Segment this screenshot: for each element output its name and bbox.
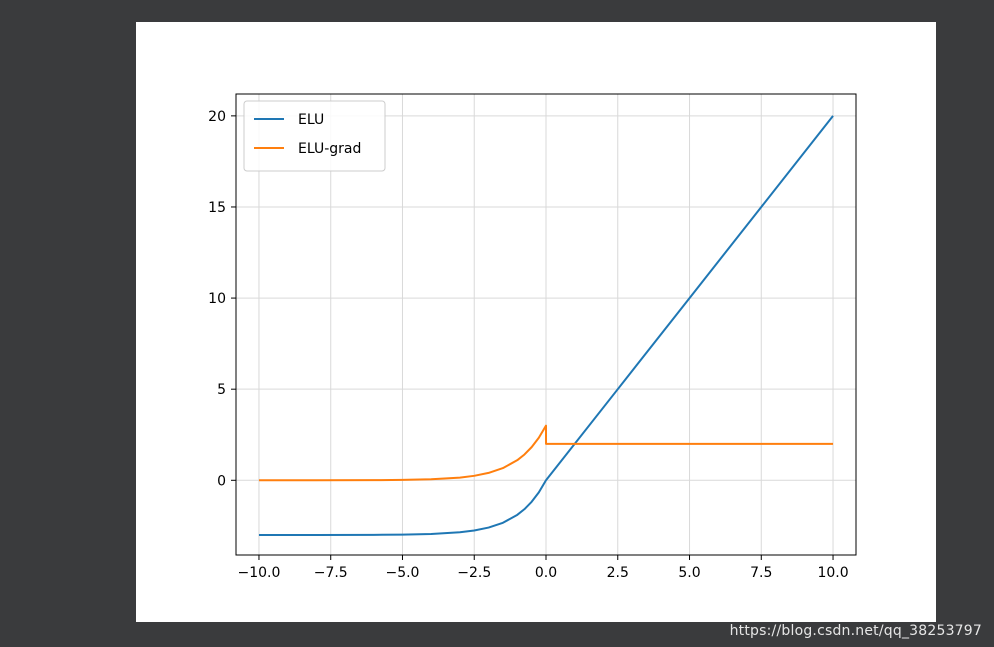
watermark-text: https://blog.csdn.net/qq_38253797 [729, 623, 982, 639]
y-tick-label: 0 [217, 473, 226, 489]
chart-svg: −10.0 −7.5 −5.0 −2.5 0.0 2.5 5.0 7.5 10.0 0 5 10 15 2… [208, 93, 857, 581]
chart-figure: −10.0 −7.5 −5.0 −2.5 0.0 2.5 5.0 7.5 10.0 0 5 10 15 2… [136, 22, 936, 622]
series-line-elu-grad [258, 424, 834, 482]
x-tick-label: −5.0 [385, 565, 419, 581]
y-tick-label: 5 [217, 382, 226, 398]
y-tick-label: 20 [208, 109, 226, 125]
x-tick-label: 7.5 [750, 565, 772, 581]
series-line-elu [258, 115, 834, 536]
legend: ELU ELU-grad [243, 100, 386, 172]
axis-ticks: −10.0 −7.5 −5.0 −2.5 0.0 2.5 5.0 7.5 10.0 0 5 10 15 2… [208, 109, 848, 581]
y-tick-label: 10 [208, 291, 226, 307]
y-tick-label: 15 [208, 200, 226, 216]
legend-label-elu-grad: ELU-grad [298, 141, 361, 157]
grid-lines [236, 94, 856, 555]
x-tick-label: 5.0 [678, 565, 700, 581]
x-tick-label: −7.5 [314, 565, 348, 581]
legend-label-elu: ELU [298, 112, 324, 128]
series-lines [258, 115, 834, 536]
x-tick-label: −10.0 [238, 565, 281, 581]
x-tick-label: 10.0 [817, 565, 848, 581]
x-tick-label: 2.5 [607, 565, 629, 581]
x-tick-label: 0.0 [535, 565, 557, 581]
x-tick-label: −2.5 [457, 565, 491, 581]
